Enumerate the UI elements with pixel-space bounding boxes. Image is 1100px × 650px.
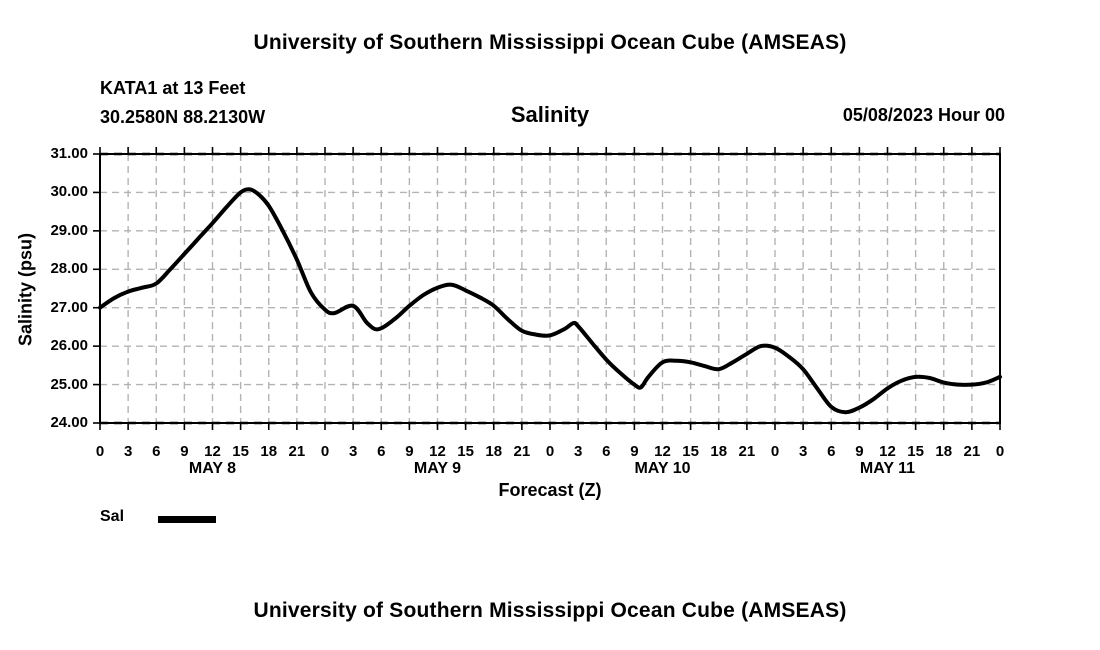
x-tick-label: 12 [879,443,896,460]
x-tick-label: 3 [573,443,583,460]
y-tick-label: 26.00 [50,337,88,355]
x-tick-label: 21 [288,443,306,460]
chart-title: Salinity [510,102,590,127]
y-tick-label: 25.00 [50,375,88,393]
x-tick-label: 0 [545,443,555,460]
y-tick-label: 27.00 [50,298,88,316]
y-axis-label: Salinity (psu) [15,233,36,347]
y-tick-label: 24.00 [50,414,88,431]
x-tick-label: 6 [602,443,611,460]
x-tick-label: 9 [855,443,864,460]
axis-ticks [93,147,1001,430]
x-tick-label: 21 [513,443,531,460]
x-tick-label: 6 [152,443,161,460]
x-axis-label: Forecast (Z) [498,480,602,500]
x-tick-label: 12 [654,443,671,460]
x-tick-label: 6 [377,443,386,460]
y-tick-label: 30.00 [50,183,88,201]
page-title-top: University of Southern Mississippi Ocean… [253,31,847,54]
x-tick-label: 18 [485,443,503,460]
x-tick-label: 3 [798,443,808,460]
x-tick-label: 18 [260,443,278,460]
forecast-run-time: 05/08/2023 Hour 00 [842,105,1005,125]
salinity-line [98,187,1002,415]
x-day-label: MAY 11 [859,460,916,477]
x-day-label: MAY 8 [188,460,237,477]
grid-lines [100,154,1000,423]
x-tick-label: 3 [348,443,358,460]
x-tick-label: 6 [827,443,836,460]
x-tick-label: 21 [738,443,756,460]
x-tick-label: 15 [907,443,924,460]
x-day-label: MAY 9 [413,460,462,477]
x-tick-label: 9 [630,443,639,460]
x-tick-label: 0 [95,443,105,460]
x-tick-label: 0 [770,443,780,460]
x-tick-label: 15 [682,443,699,460]
y-tick-label: 28.00 [50,260,88,278]
station-label: KATA1 at 13 Feet [100,78,246,98]
x-tick-label: 3 [123,443,133,460]
x-day-label: MAY 10 [634,460,691,477]
x-tick-label: 15 [457,443,474,460]
station-coordinates: 30.2580N 88.2130W [100,107,266,127]
x-tick-label: 12 [204,443,221,460]
data-series [98,187,1002,415]
y-tick-label: 29.00 [50,221,88,239]
x-tick-label: 18 [710,443,728,460]
x-tick-label: 15 [232,443,249,460]
legend-line-swatch [158,516,216,523]
x-tick-label: 12 [429,443,446,460]
legend-label-sal: Sal [100,508,125,525]
x-tick-label: 0 [320,443,330,460]
x-tick-label: 21 [963,443,981,460]
x-tick-label: 18 [935,443,953,460]
page-title-bottom: University of Southern Mississippi Ocean… [253,599,847,622]
x-tick-label: 9 [180,443,189,460]
x-tick-label: 9 [405,443,414,460]
y-tick-label: 31.00 [50,145,88,162]
x-tick-label: 0 [995,443,1005,460]
